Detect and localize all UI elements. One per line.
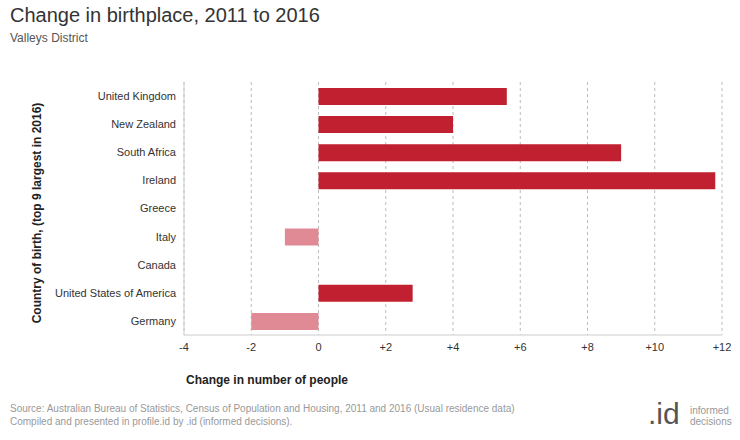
svg-text:0: 0	[315, 341, 321, 353]
svg-text:United Kingdom: United Kingdom	[98, 90, 176, 102]
svg-text:Italy: Italy	[156, 231, 177, 243]
html-text:.id: .id	[648, 397, 680, 430]
svg-text:United States of America: United States of America	[55, 287, 177, 299]
svg-text:-2: -2	[246, 341, 256, 353]
html-text:Source: Australian Bureau of S: Source: Australian Bureau of Statistics,…	[10, 403, 515, 414]
html-text:Valleys District: Valleys District	[10, 31, 88, 45]
svg-text:Canada: Canada	[137, 259, 176, 271]
svg-text:+4: +4	[447, 341, 460, 353]
svg-text:Ireland: Ireland	[142, 174, 176, 186]
svg-text:-4: -4	[179, 341, 189, 353]
svg-text:New Zealand: New Zealand	[111, 118, 176, 130]
html-text:Change in birthplace, 2011 to: Change in birthplace, 2011 to 2016	[10, 4, 320, 26]
svg-text:+12: +12	[713, 341, 732, 353]
svg-text:Germany: Germany	[131, 315, 177, 327]
html-text:decisions: decisions	[690, 416, 732, 427]
svg-text:+6: +6	[514, 341, 527, 353]
svg-text:+8: +8	[581, 341, 594, 353]
svg-text:+10: +10	[645, 341, 664, 353]
html-text:informed: informed	[690, 405, 729, 416]
svg-text:+2: +2	[379, 341, 392, 353]
svg-text:Greece: Greece	[140, 202, 176, 214]
html-text:Country of birth, (top 9 large: Country of birth, (top 9 largest in 2016…	[30, 102, 44, 324]
html-text:Compiled and presented in prof: Compiled and presented in profile.id by …	[10, 416, 293, 427]
html-text:Change in number of people: Change in number of people	[186, 373, 348, 387]
svg-text:South Africa: South Africa	[117, 146, 177, 158]
